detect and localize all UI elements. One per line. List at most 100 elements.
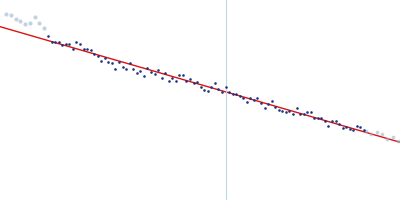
Point (357, 125, 364, 128)
Point (254, 96, 261, 99)
Point (304, 110, 310, 113)
Point (91, 52, 97, 55)
Point (325, 125, 332, 128)
Point (134, 72, 140, 75)
Point (180, 73, 186, 76)
Point (88, 48, 94, 51)
Point (236, 95, 243, 98)
Point (340, 127, 346, 130)
Point (265, 103, 271, 106)
Point (290, 113, 296, 116)
Point (102, 57, 108, 60)
Point (8, 14, 14, 17)
Point (80, 47, 87, 51)
Point (379, 132, 385, 136)
Point (336, 122, 342, 125)
Point (332, 120, 339, 123)
Point (204, 90, 211, 93)
Point (52, 40, 58, 44)
Point (190, 81, 197, 85)
Point (261, 107, 268, 110)
Point (105, 60, 112, 63)
Point (94, 54, 101, 58)
Point (240, 96, 246, 99)
Point (109, 61, 115, 65)
Point (116, 61, 122, 64)
Point (119, 66, 126, 69)
Point (268, 99, 275, 102)
Point (293, 107, 300, 110)
Point (201, 89, 208, 92)
Point (3, 13, 9, 16)
Point (354, 125, 360, 128)
Point (212, 81, 218, 84)
Point (144, 66, 151, 69)
Point (208, 85, 214, 88)
Point (283, 110, 289, 114)
Point (155, 68, 161, 71)
Point (41, 27, 47, 30)
Point (166, 79, 172, 83)
Point (198, 85, 204, 88)
Point (176, 73, 182, 76)
Point (251, 99, 257, 102)
Point (286, 109, 293, 113)
Point (70, 47, 76, 51)
Point (279, 110, 286, 113)
Point (73, 41, 80, 44)
Point (22, 22, 28, 25)
Point (151, 72, 158, 75)
Point (244, 100, 250, 103)
Point (183, 80, 190, 83)
Point (384, 138, 390, 141)
Point (233, 93, 239, 96)
Point (247, 96, 254, 99)
Point (219, 91, 225, 94)
Point (230, 92, 236, 95)
Point (350, 128, 356, 131)
Point (48, 41, 55, 44)
Point (162, 71, 168, 75)
Point (123, 68, 129, 71)
Point (137, 69, 144, 72)
Point (36, 21, 42, 25)
Point (300, 112, 307, 116)
Point (187, 78, 193, 81)
Point (318, 116, 324, 119)
Point (12, 17, 19, 21)
Point (346, 128, 353, 131)
Point (77, 43, 83, 46)
Point (311, 116, 318, 120)
Point (84, 48, 90, 51)
Point (343, 126, 350, 129)
Point (308, 111, 314, 114)
Point (363, 130, 369, 133)
Point (258, 101, 264, 105)
Point (395, 139, 400, 142)
Point (222, 85, 229, 88)
Point (126, 62, 133, 65)
Point (226, 91, 232, 94)
Point (194, 80, 200, 84)
Point (130, 68, 136, 71)
Point (141, 74, 147, 78)
Point (215, 87, 222, 91)
Point (62, 42, 69, 45)
Point (66, 42, 72, 46)
Point (169, 77, 176, 80)
Point (59, 44, 66, 47)
Point (315, 116, 321, 119)
Point (148, 71, 154, 74)
Point (45, 34, 51, 37)
Point (297, 113, 303, 116)
Point (17, 19, 24, 22)
Point (112, 68, 119, 71)
Point (276, 108, 282, 111)
Point (361, 128, 367, 132)
Point (322, 119, 328, 123)
Point (329, 119, 335, 122)
Point (173, 79, 179, 82)
Point (56, 40, 62, 43)
Point (374, 131, 380, 134)
Point (31, 16, 38, 19)
